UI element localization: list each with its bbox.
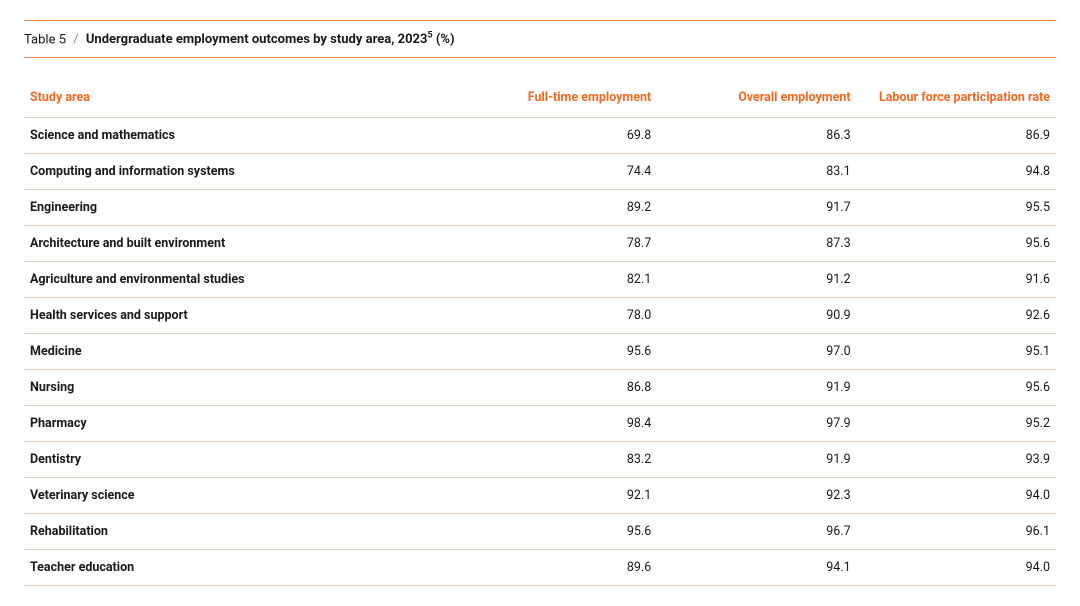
- cell-lfpr: 96.1: [857, 514, 1056, 550]
- cell-oe: 91.9: [657, 442, 856, 478]
- cell-oe: 87.3: [657, 226, 856, 262]
- cell-fte: 83.2: [458, 442, 657, 478]
- cell-fte: 78.0: [458, 298, 657, 334]
- cell-oe: 83.1: [657, 154, 856, 190]
- cell-lfpr: 92.6: [857, 298, 1056, 334]
- table-header-row: Study area Full-time employment Overall …: [24, 82, 1056, 118]
- cell-oe: 91.2: [657, 262, 856, 298]
- cell-lfpr: 95.6: [857, 226, 1056, 262]
- cell-lfpr: 91.6: [857, 262, 1056, 298]
- cell-oe: 97.9: [657, 406, 856, 442]
- cell-oe: 97.0: [657, 334, 856, 370]
- cell-fte: 82.1: [458, 262, 657, 298]
- cell-oe: 90.9: [657, 298, 856, 334]
- col-header-overall: Overall employment: [657, 82, 856, 118]
- title-text-pre: Undergraduate employment outcomes by stu…: [86, 32, 428, 47]
- cell-lfpr: 94.0: [857, 478, 1056, 514]
- cell-area: Engineering: [24, 190, 458, 226]
- cell-fte: 98.4: [458, 406, 657, 442]
- table-row: Pharmacy98.497.995.2: [24, 406, 1056, 442]
- cell-area: Agriculture and environmental studies: [24, 262, 458, 298]
- cell-area: Veterinary science: [24, 478, 458, 514]
- cell-area: Health services and support: [24, 298, 458, 334]
- table-body: Science and mathematics69.886.386.9Compu…: [24, 118, 1056, 586]
- cell-oe: 92.3: [657, 478, 856, 514]
- cell-area: Computing and information systems: [24, 154, 458, 190]
- cell-area: Medicine: [24, 334, 458, 370]
- table-caption: Table 5 / Undergraduate employment outco…: [24, 20, 1056, 58]
- cell-lfpr: 94.0: [857, 550, 1056, 586]
- table-row: Agriculture and environmental studies82.…: [24, 262, 1056, 298]
- cell-oe: 91.9: [657, 370, 856, 406]
- cell-area: Science and mathematics: [24, 118, 458, 154]
- table-row: Health services and support78.090.992.6: [24, 298, 1056, 334]
- table-row: Computing and information systems74.483.…: [24, 154, 1056, 190]
- table-row: Medicine95.697.095.1: [24, 334, 1056, 370]
- cell-fte: 78.7: [458, 226, 657, 262]
- cell-area: Nursing: [24, 370, 458, 406]
- title-text-post: (%): [433, 32, 455, 47]
- table-row: Veterinary science92.192.394.0: [24, 478, 1056, 514]
- table-row: Teacher education89.694.194.0: [24, 550, 1056, 586]
- col-header-fulltime: Full-time employment: [458, 82, 657, 118]
- table-title: Undergraduate employment outcomes by stu…: [86, 32, 455, 47]
- cell-lfpr: 94.8: [857, 154, 1056, 190]
- cell-area: Dentistry: [24, 442, 458, 478]
- cell-fte: 74.4: [458, 154, 657, 190]
- caption-separator: /: [73, 32, 78, 47]
- table-row: Science and mathematics69.886.386.9: [24, 118, 1056, 154]
- cell-oe: 91.7: [657, 190, 856, 226]
- cell-lfpr: 95.1: [857, 334, 1056, 370]
- table-label: Table 5: [24, 32, 66, 47]
- employment-outcomes-table: Study area Full-time employment Overall …: [24, 82, 1056, 586]
- cell-fte: 95.6: [458, 514, 657, 550]
- cell-lfpr: 95.6: [857, 370, 1056, 406]
- table-row: Architecture and built environment78.787…: [24, 226, 1056, 262]
- cell-lfpr: 93.9: [857, 442, 1056, 478]
- cell-oe: 96.7: [657, 514, 856, 550]
- cell-area: Pharmacy: [24, 406, 458, 442]
- table-row: Nursing86.891.995.6: [24, 370, 1056, 406]
- cell-fte: 86.8: [458, 370, 657, 406]
- table-row: Rehabilitation95.696.796.1: [24, 514, 1056, 550]
- col-header-lfpr: Labour force participation rate: [857, 82, 1056, 118]
- cell-oe: 86.3: [657, 118, 856, 154]
- cell-fte: 69.8: [458, 118, 657, 154]
- cell-fte: 92.1: [458, 478, 657, 514]
- table-row: Engineering89.291.795.5: [24, 190, 1056, 226]
- cell-fte: 89.6: [458, 550, 657, 586]
- cell-lfpr: 95.2: [857, 406, 1056, 442]
- cell-oe: 94.1: [657, 550, 856, 586]
- cell-fte: 89.2: [458, 190, 657, 226]
- cell-fte: 95.6: [458, 334, 657, 370]
- cell-area: Architecture and built environment: [24, 226, 458, 262]
- col-header-study-area: Study area: [24, 82, 458, 118]
- cell-lfpr: 95.5: [857, 190, 1056, 226]
- cell-area: Rehabilitation: [24, 514, 458, 550]
- cell-area: Teacher education: [24, 550, 458, 586]
- cell-lfpr: 86.9: [857, 118, 1056, 154]
- table-row: Dentistry83.291.993.9: [24, 442, 1056, 478]
